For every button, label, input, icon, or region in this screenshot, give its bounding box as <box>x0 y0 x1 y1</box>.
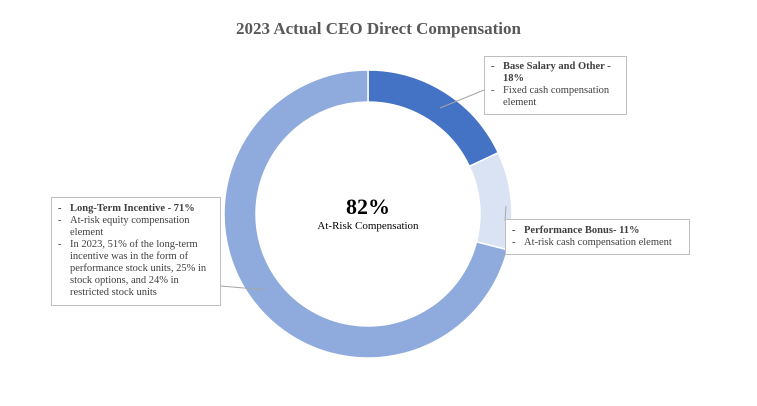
donut-slice-long-term-incentive <box>223 69 509 359</box>
callout-bullet: At-risk equity compensation element <box>56 215 216 239</box>
callout-heading: Base Salary and Other - 18% <box>489 61 622 85</box>
leader-line-lti <box>220 285 267 291</box>
center-label: At-Risk Compensation <box>317 220 419 232</box>
donut-slice-base-salary-and-other <box>367 69 500 168</box>
center-percentage: 82% <box>346 194 390 219</box>
callout-heading: Performance Bonus- 11% <box>510 225 685 237</box>
leader-line-base <box>439 89 485 109</box>
donut-slices <box>223 69 513 359</box>
callout-heading: Long-Term Incentive - 71% <box>56 203 216 215</box>
callout-long-term-incentive: Long-Term Incentive - 71% At-risk equity… <box>51 197 221 306</box>
leader-line-performance <box>504 205 507 222</box>
callout-bullet: At-risk cash compensation element <box>510 237 685 249</box>
callout-base-salary: Base Salary and Other - 18% Fixed cash c… <box>484 56 627 115</box>
callout-bullet: In 2023, 51% of the long-term incentive … <box>56 239 216 299</box>
callout-performance-bonus: Performance Bonus- 11% At-risk cash comp… <box>505 219 690 255</box>
chart-title: 2023 Actual CEO Direct Compensation <box>236 19 521 38</box>
callout-bullet: Fixed cash compensation element <box>489 85 622 109</box>
leader-lines <box>220 89 507 291</box>
